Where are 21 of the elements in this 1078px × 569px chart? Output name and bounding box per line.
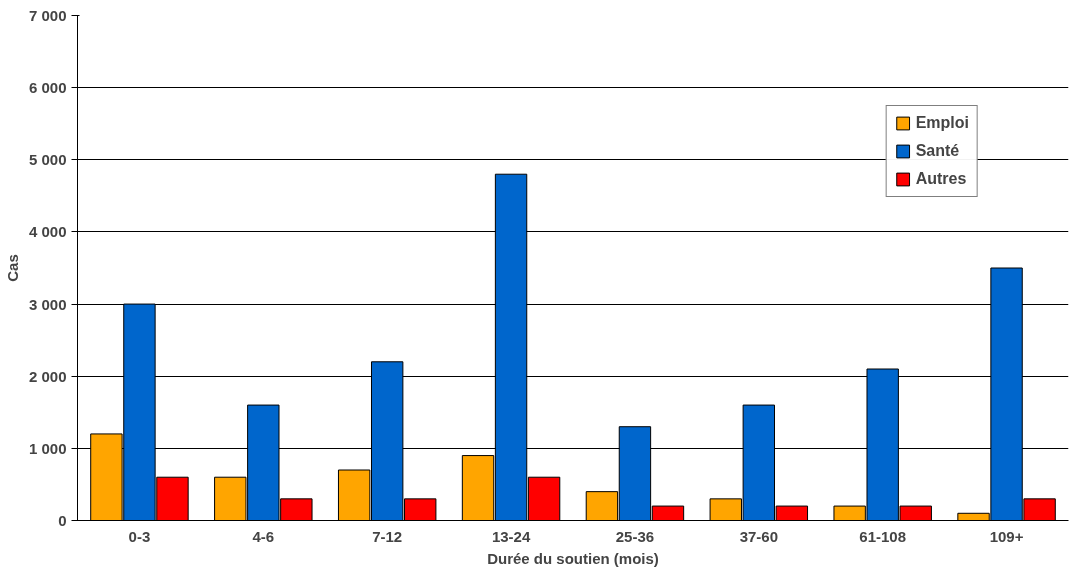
y-tick-label: 7 000 [28, 7, 67, 24]
y-tick-label: 5 000 [28, 151, 67, 169]
x-tick-label: 7-12 [372, 527, 403, 545]
legend-label: Emploi [915, 114, 969, 132]
x-tick-label: 0-3 [128, 527, 151, 545]
y-tick-label: 6 000 [28, 79, 67, 97]
x-tick-label: 4-6 [252, 527, 275, 545]
y-tick-label: 1 000 [28, 439, 67, 457]
x-tick-label: 13-24 [491, 527, 531, 545]
legend-label: Santé [915, 142, 960, 160]
y-tick-label: 0 [58, 512, 67, 529]
y-tick-label: 4 000 [28, 223, 67, 241]
y-tick-label: 3 000 [28, 295, 67, 313]
y-tick-label: 2 000 [28, 367, 67, 385]
x-tick-label: 109+ [989, 527, 1024, 545]
x-tick-label: 25-36 [615, 527, 655, 545]
y-axis-title: Cas [3, 254, 21, 282]
x-axis-title: Durée du soutien (mois) [487, 549, 659, 567]
x-tick-label: 61-108 [859, 527, 907, 545]
x-tick-label: 37-60 [739, 527, 779, 545]
legend-label: Autres [915, 170, 967, 188]
